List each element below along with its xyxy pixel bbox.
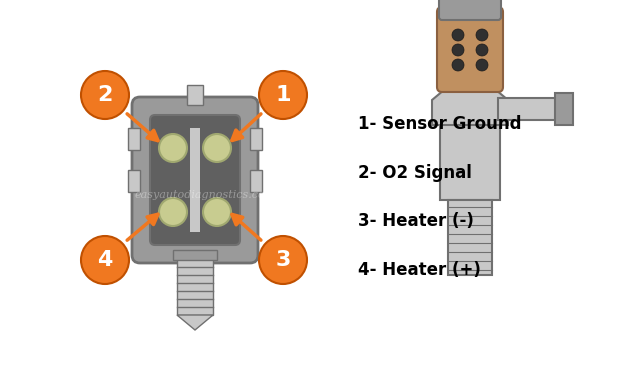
Circle shape	[476, 29, 488, 41]
Circle shape	[203, 134, 231, 162]
Text: 4- Heater (+): 4- Heater (+)	[358, 261, 481, 279]
Bar	[128, 128, 140, 150]
Bar	[250, 128, 262, 150]
FancyBboxPatch shape	[437, 7, 503, 92]
Text: 2- O2 Signal: 2- O2 Signal	[358, 164, 472, 182]
FancyBboxPatch shape	[150, 115, 240, 245]
Bar	[173, 250, 217, 260]
Circle shape	[159, 198, 187, 226]
Bar	[498, 98, 558, 120]
Text: 1: 1	[275, 85, 290, 105]
Circle shape	[476, 44, 488, 56]
Circle shape	[452, 29, 464, 41]
Polygon shape	[432, 85, 508, 125]
Bar	[187, 85, 203, 105]
Bar	[177, 255, 213, 315]
FancyBboxPatch shape	[439, 0, 501, 20]
Circle shape	[476, 59, 488, 71]
Bar	[555, 93, 573, 125]
FancyBboxPatch shape	[132, 97, 258, 263]
Circle shape	[452, 59, 464, 71]
Circle shape	[203, 198, 231, 226]
Text: 3- Heater (-): 3- Heater (-)	[358, 212, 475, 230]
Circle shape	[259, 71, 307, 119]
Polygon shape	[177, 315, 213, 330]
Text: easyautodiagnostics.com: easyautodiagnostics.com	[134, 190, 276, 200]
Bar	[448, 200, 492, 275]
Circle shape	[159, 134, 187, 162]
Bar	[190, 128, 200, 232]
Text: 4: 4	[97, 250, 112, 270]
Text: 2: 2	[97, 85, 112, 105]
Text: 3: 3	[275, 250, 290, 270]
Bar	[440, 120, 500, 200]
Circle shape	[452, 44, 464, 56]
Bar	[250, 170, 262, 192]
Bar	[128, 170, 140, 192]
Circle shape	[259, 236, 307, 284]
Text: 1- Sensor Ground: 1- Sensor Ground	[358, 115, 522, 133]
Circle shape	[81, 236, 129, 284]
Circle shape	[81, 71, 129, 119]
